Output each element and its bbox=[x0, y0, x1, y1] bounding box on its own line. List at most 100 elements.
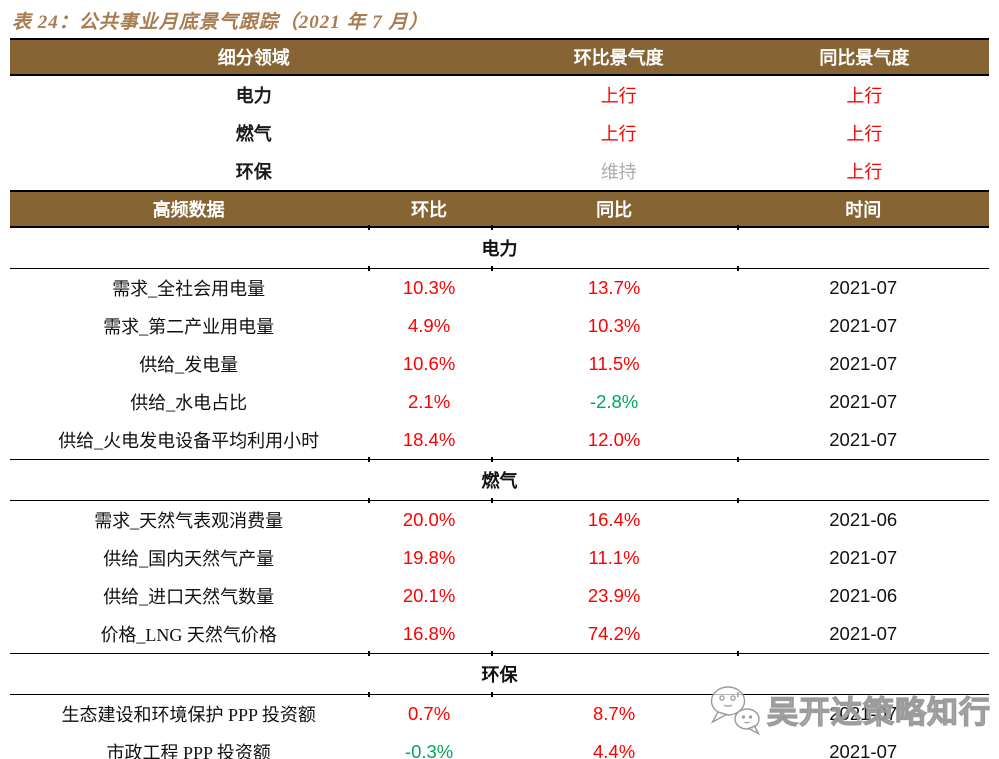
mom-sentiment-value: 上行 bbox=[600, 86, 637, 106]
indicator-name: 需求_天然气表观消费量 bbox=[94, 511, 284, 531]
yoy-sentiment-value: 上行 bbox=[846, 124, 883, 144]
yoy-value: -2.8% bbox=[589, 391, 639, 412]
indicator-name: 供给_发电量 bbox=[139, 355, 239, 375]
grid-tick bbox=[737, 457, 740, 462]
mom-value: 10.6% bbox=[402, 353, 456, 374]
grid-tick bbox=[368, 225, 371, 230]
detail-header-mom: 环比 bbox=[367, 190, 491, 228]
mom-value: -0.3% bbox=[404, 741, 454, 759]
summary-row: 电力 上行 上行 bbox=[10, 75, 989, 114]
indicator-name: 需求_全社会用电量 bbox=[112, 279, 266, 299]
indicator-row: 供给_国内天然气产量 19.8% 11.1% 2021-07 bbox=[10, 539, 989, 577]
detail-table: 高频数据 环比 同比 时间 电力需求_全社会用电量 10.3% 13.7% 2021-… bbox=[10, 190, 989, 759]
yoy-value: 23.9% bbox=[587, 585, 641, 606]
detail-header-date: 时间 bbox=[737, 190, 989, 228]
date-value: 2021-07 bbox=[829, 429, 898, 450]
mom-value: 18.4% bbox=[402, 429, 456, 450]
detail-header-indicator: 高频数据 bbox=[10, 190, 368, 228]
grid-tick bbox=[368, 457, 371, 462]
date-value: 2021-07 bbox=[829, 741, 898, 759]
section-divider-row: 电力 bbox=[10, 225, 989, 271]
summary-header-mom-sentiment: 环比景气度 bbox=[497, 39, 740, 76]
grid-tick bbox=[368, 651, 371, 656]
grid-tick bbox=[368, 498, 371, 503]
summary-header-segment: 细分领域 bbox=[10, 39, 498, 76]
indicator-row: 供给_发电量 10.6% 11.5% 2021-07 bbox=[10, 345, 989, 383]
summary-header-yoy-sentiment: 同比景气度 bbox=[739, 39, 989, 76]
date-value: 2021-07 bbox=[829, 703, 898, 724]
grid-tick bbox=[490, 225, 493, 230]
grid-tick bbox=[490, 692, 493, 697]
tables-container: 细分领域 环比景气度 同比景气度 电力 上行 上行 燃气 上行 上行 环保 维持 上行 高频数据… bbox=[10, 38, 989, 759]
date-value: 2021-07 bbox=[829, 547, 898, 568]
detail-header-yoy: 同比 bbox=[490, 190, 738, 228]
indicator-row: 市政工程 PPP 投资额 -0.3% 4.4% 2021-07 bbox=[10, 733, 989, 759]
indicator-row: 价格_LNG 天然气价格 16.8% 74.2% 2021-07 bbox=[10, 615, 989, 654]
grid-tick bbox=[737, 692, 740, 697]
section-divider-row: 环保 bbox=[10, 651, 989, 697]
grid-tick bbox=[737, 225, 740, 230]
table-title: 表 24：公共事业月底景气跟踪（2021 年 7 月） bbox=[12, 12, 429, 33]
segment-name: 环保 bbox=[235, 162, 272, 182]
date-value: 2021-07 bbox=[829, 277, 898, 298]
yoy-value: 8.7% bbox=[593, 703, 636, 724]
mom-value: 4.9% bbox=[407, 315, 451, 336]
mom-value: 16.8% bbox=[402, 623, 456, 644]
date-value: 2021-07 bbox=[829, 315, 898, 336]
mom-value: 0.7% bbox=[407, 703, 451, 724]
yoy-value: 13.7% bbox=[587, 277, 641, 298]
section-title: 电力 bbox=[10, 225, 989, 271]
summary-table: 细分领域 环比景气度 同比景气度 电力 上行 上行 燃气 上行 上行 环保 维持 上行 bbox=[10, 38, 989, 190]
indicator-name: 价格_LNG 天然气价格 bbox=[100, 625, 277, 645]
yoy-value: 11.5% bbox=[588, 353, 640, 374]
indicator-name: 生态建设和环境保护 PPP 投资额 bbox=[61, 705, 316, 725]
indicator-row: 供给_火电发电设备平均利用小时 18.4% 12.0% 2021-07 bbox=[10, 421, 989, 460]
yoy-value: 16.4% bbox=[587, 509, 641, 530]
yoy-value: 10.3% bbox=[587, 315, 641, 336]
grid-tick bbox=[490, 266, 493, 271]
date-value: 2021-06 bbox=[829, 509, 898, 530]
indicator-row: 需求_第二产业用电量 4.9% 10.3% 2021-07 bbox=[10, 307, 989, 345]
mom-value: 2.1% bbox=[407, 391, 451, 412]
mom-value: 19.8% bbox=[402, 547, 456, 568]
indicator-name: 供给_国内天然气产量 bbox=[103, 549, 275, 569]
date-value: 2021-06 bbox=[829, 585, 898, 606]
grid-tick bbox=[737, 498, 740, 503]
grid-tick bbox=[368, 692, 371, 697]
indicator-row: 需求_天然气表观消费量 20.0% 16.4% 2021-06 bbox=[10, 501, 989, 540]
indicator-name: 需求_第二产业用电量 bbox=[103, 317, 275, 337]
summary-header-row: 细分领域 环比景气度 同比景气度 bbox=[10, 39, 989, 76]
summary-row: 燃气 上行 上行 bbox=[10, 114, 989, 152]
grid-tick bbox=[737, 266, 740, 271]
indicator-row: 供给_水电占比 2.1% -2.8% 2021-07 bbox=[10, 383, 989, 421]
grid-tick bbox=[368, 266, 371, 271]
indicator-row: 供给_进口天然气数量 20.1% 23.9% 2021-06 bbox=[10, 577, 989, 615]
yoy-sentiment-value: 上行 bbox=[846, 162, 883, 182]
mom-value: 20.0% bbox=[402, 509, 456, 530]
date-value: 2021-07 bbox=[829, 391, 898, 412]
segment-name: 燃气 bbox=[235, 124, 272, 144]
mom-sentiment-value: 上行 bbox=[600, 124, 637, 144]
yoy-value: 4.4% bbox=[593, 741, 636, 759]
indicator-name: 供给_进口天然气数量 bbox=[103, 587, 275, 607]
indicator-row: 需求_全社会用电量 10.3% 13.7% 2021-07 bbox=[10, 269, 989, 308]
section-divider-row: 燃气 bbox=[10, 457, 989, 503]
summary-row: 环保 维持 上行 bbox=[10, 152, 989, 190]
detail-header-row: 高频数据 环比 同比 时间 bbox=[10, 190, 989, 228]
section-title: 环保 bbox=[10, 651, 989, 697]
date-value: 2021-07 bbox=[829, 623, 898, 644]
mom-sentiment-value: 维持 bbox=[600, 162, 637, 182]
yoy-sentiment-value: 上行 bbox=[846, 86, 883, 106]
indicator-name: 供给_火电发电设备平均利用小时 bbox=[58, 431, 320, 451]
grid-tick bbox=[490, 651, 493, 656]
mom-value: 10.3% bbox=[402, 277, 456, 298]
segment-name: 电力 bbox=[235, 86, 272, 106]
yoy-value: 74.2% bbox=[587, 623, 641, 644]
indicator-row: 生态建设和环境保护 PPP 投资额 0.7% 8.7% 2021-07 bbox=[10, 695, 989, 734]
indicator-name: 供给_水电占比 bbox=[130, 393, 248, 413]
section-title: 燃气 bbox=[10, 457, 989, 503]
indicator-name: 市政工程 PPP 投资额 bbox=[106, 743, 271, 759]
yoy-value: 12.0% bbox=[587, 429, 641, 450]
date-value: 2021-07 bbox=[829, 353, 898, 374]
